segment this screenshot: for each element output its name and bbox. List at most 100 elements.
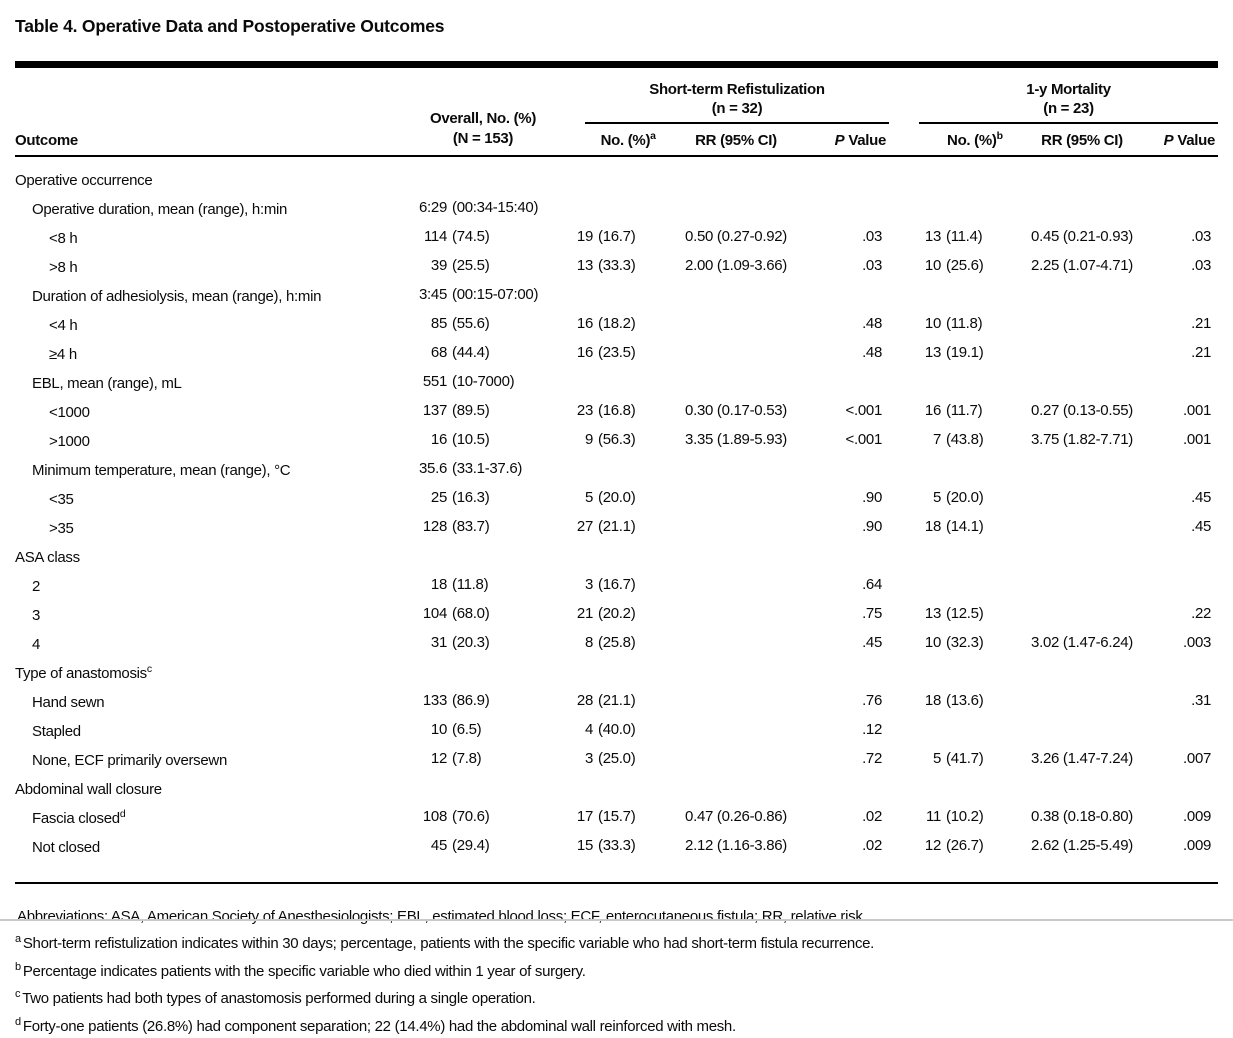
m-p-cell: [1157, 454, 1218, 483]
m-p-cell: [1157, 193, 1218, 222]
table-row: 4 31 (20.3) 8 (25.8) .45 10 (32.3) 3.02 (1.…: [15, 628, 1218, 657]
row-label-cell: Hand sewn: [15, 686, 403, 715]
st-percent: (16.8): [598, 402, 636, 419]
overall-percent: (00:15-07:00): [452, 286, 539, 303]
m-rr-cell: [1007, 657, 1157, 686]
st-number: 15: [576, 837, 593, 854]
gap-cell: [889, 222, 911, 251]
row-label-cell: <1000: [15, 396, 403, 425]
overall-percent: [447, 663, 452, 680]
footnote-text: Forty-one patients (26.8%) had component…: [22, 1017, 736, 1035]
table-body: Operative occurrence Operative duration,…: [15, 156, 1218, 860]
st-p-cell: [812, 280, 889, 309]
m-percent: [941, 721, 946, 738]
m-no-cell: 13 (11.4): [911, 222, 1007, 251]
overall-cell: 16 (10.5): [403, 425, 563, 454]
overall-percent: (70.6): [452, 808, 490, 825]
st-no-cell: 3 (25.0): [563, 744, 660, 773]
row-label-cell: >1000: [15, 425, 403, 454]
table-row: Hand sewn 133 (86.9) 28 (21.1) .76 18 (13.6…: [15, 686, 1218, 715]
page-bottom-rule: [0, 919, 1233, 921]
table-row: Fascia closedd 108 (70.6) 17 (15.7) 0.47 (…: [15, 802, 1218, 831]
m-rr-cell: 2.62 (1.25-5.49): [1031, 837, 1133, 854]
m-rr-cell: [1007, 193, 1157, 222]
article-table-page: Table 4. Operative Data and Postoperativ…: [15, 0, 1219, 1038]
table-header: Outcome Overall, No. (%) (N = 153) Short…: [15, 68, 1219, 157]
gap-cell: [889, 773, 911, 802]
overall-percent: (44.4): [452, 344, 490, 361]
st-rr-cell: [660, 512, 812, 541]
row-label: ≥4 h: [49, 346, 77, 363]
row-label: 4: [32, 636, 41, 653]
gap-cell: [889, 280, 911, 309]
overall-percent: (86.9): [452, 692, 490, 709]
row-label: <35: [49, 491, 74, 508]
st-p-cell: .72: [862, 750, 883, 767]
row-label-cell: >8 h: [15, 251, 403, 280]
m-p-cell: .007: [1183, 750, 1212, 767]
row-label-sup: c: [146, 663, 152, 675]
m-number: 11: [926, 808, 942, 825]
group-header-short-term-title: Short-term Refistulization (n = 32): [585, 80, 890, 124]
st-number: 3: [584, 576, 593, 593]
footnote-marker: d: [15, 1015, 21, 1028]
table-row: Operative occurrence: [15, 156, 1218, 193]
st-no-label: No. (%): [600, 132, 651, 149]
st-rr-cell: 0.50 (0.27-0.92): [685, 228, 787, 245]
st-p-rest: Value: [848, 132, 887, 149]
overall-cell: [403, 773, 563, 802]
m-percent: (12.5): [946, 605, 984, 622]
st-rr-cell: 2.00 (1.09-3.66): [685, 257, 787, 274]
m-number: 18: [924, 692, 942, 709]
st-no-cell: 3 (16.7): [563, 570, 660, 599]
st-percent: (16.7): [598, 576, 636, 593]
m-rr-cell: [1007, 541, 1157, 570]
m-percent: (41.7): [946, 750, 984, 767]
st-rr-cell: [660, 628, 812, 657]
row-label: Type of anastomosis: [15, 665, 147, 682]
m-number: 10: [924, 634, 942, 651]
gap-cell: [889, 541, 911, 570]
st-p-cell: .45: [862, 634, 883, 651]
st-no-sup: a: [650, 130, 656, 142]
m-rr-cell: 0.27 (0.13-0.55): [1031, 402, 1133, 419]
st-rr-cell: [660, 657, 812, 686]
m-p-cell: .009: [1183, 837, 1212, 854]
column-header-m-no: No. (%)b: [911, 124, 1008, 157]
st-p-cell: .48: [862, 315, 883, 332]
overall-percent: (25.5): [452, 257, 490, 274]
m-number: 16: [924, 402, 942, 419]
m-number: 18: [924, 518, 942, 535]
row-label: None, ECF primarily oversewn: [32, 752, 227, 769]
footnote-text: Short-term refistulization indicates wit…: [22, 935, 875, 953]
group-header-mortality: 1-y Mortality (n = 23): [911, 68, 1219, 124]
overall-percent: (68.0): [452, 605, 490, 622]
m-p-cell: [1157, 657, 1218, 686]
st-rr-cell: 0.30 (0.17-0.53): [685, 402, 787, 419]
st-percent: (20.0): [598, 489, 636, 506]
row-label-cell: 2: [15, 570, 403, 599]
st-rr-cell: [660, 483, 812, 512]
m-rr-cell: [1007, 280, 1157, 309]
m-p-cell: .22: [1191, 605, 1212, 622]
st-p-cell: .02: [862, 837, 883, 854]
m-p-cell: .45: [1191, 518, 1212, 535]
table-row: <35 25 (16.3) 5 (20.0) .90 5 (20.0) .45: [15, 483, 1218, 512]
st-p-cell: [812, 367, 889, 396]
overall-percent: (74.5): [452, 228, 490, 245]
st-number: 16: [576, 315, 593, 332]
gap-cell: [889, 570, 911, 599]
st-percent: (25.8): [598, 634, 636, 651]
gap-cell: [889, 628, 911, 657]
st-rr-cell: [660, 309, 812, 338]
overall-cell: 18 (11.8): [403, 570, 563, 599]
m-rr-cell: 0.45 (0.21-0.93): [1031, 228, 1133, 245]
st-percent: (15.7): [598, 808, 636, 825]
row-label: ASA class: [15, 549, 80, 566]
st-no-cell: 13 (33.3): [563, 251, 660, 280]
row-label-cell: Operative occurrence: [15, 156, 403, 193]
m-p-cell: .001: [1183, 402, 1212, 419]
st-rr-cell: 3.35 (1.89-5.93): [685, 431, 787, 448]
st-percent: (20.2): [598, 605, 636, 622]
st-no-cell: [563, 367, 660, 396]
